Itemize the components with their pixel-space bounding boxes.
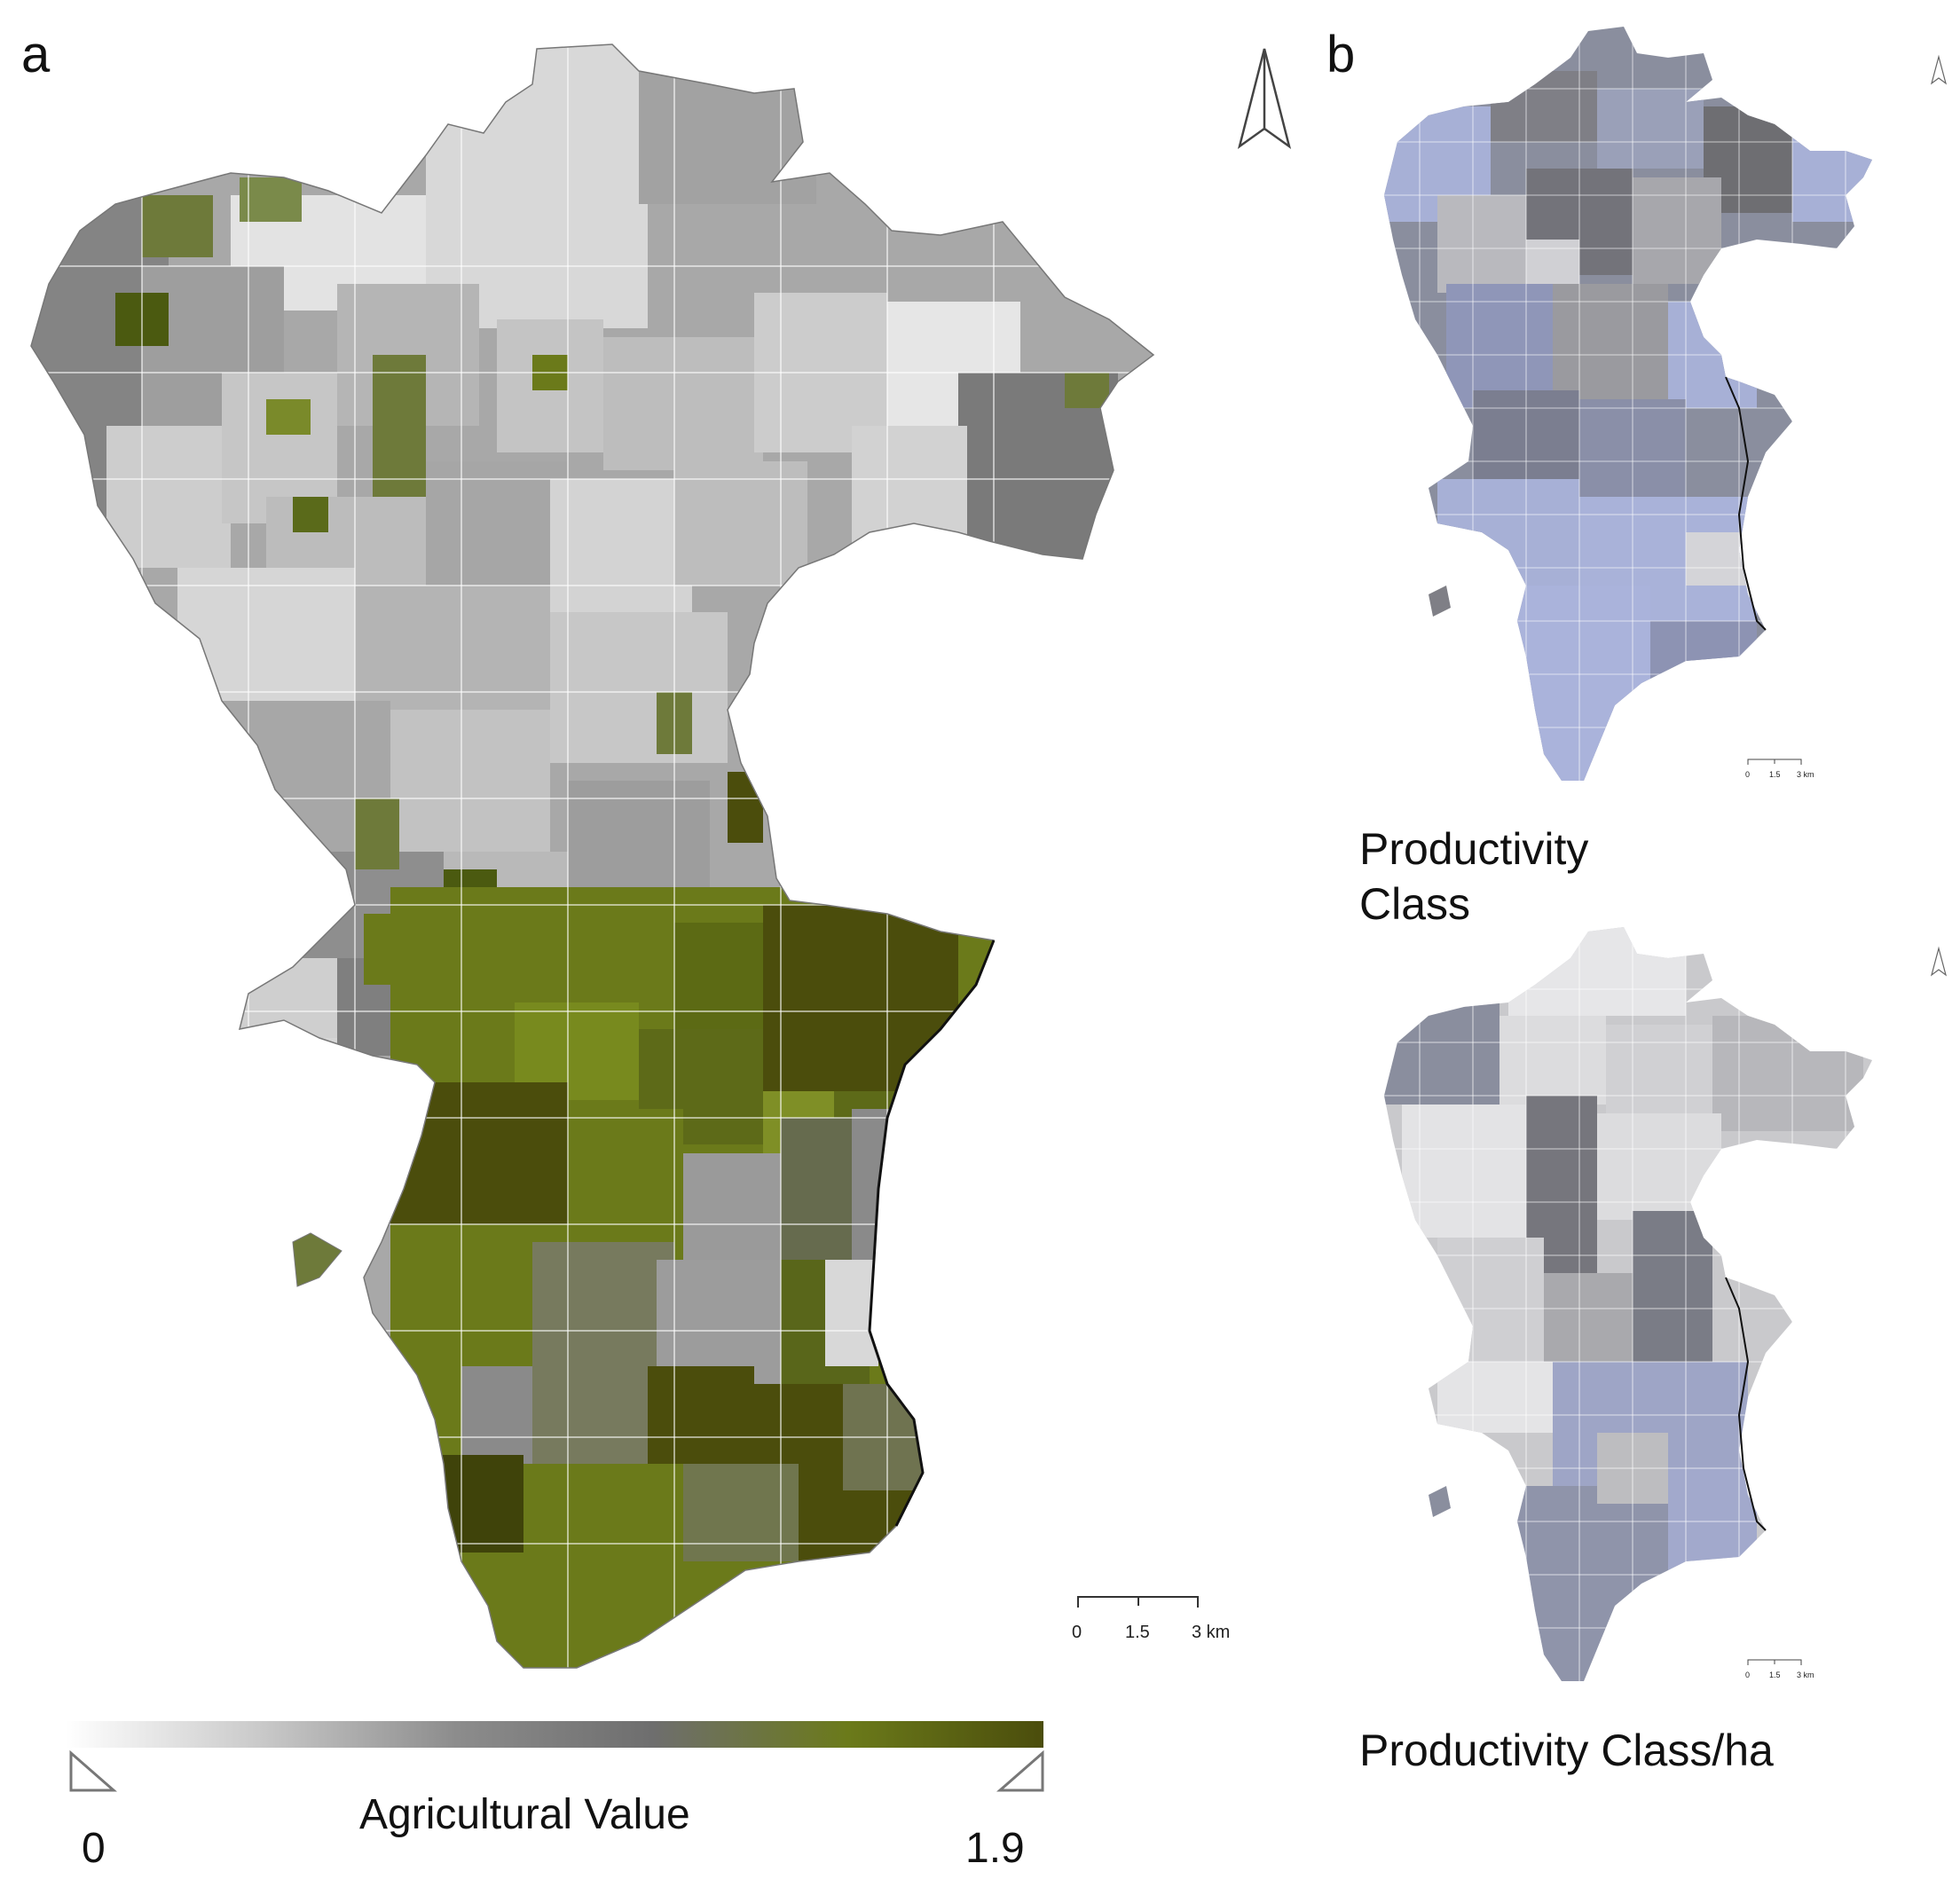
legend-title: Agricultural Value: [359, 1791, 690, 1838]
svg-text:1.5: 1.5: [1769, 770, 1781, 779]
caption-productivity-class: Productivity Class: [1359, 822, 1643, 932]
legend-min-triangle: [69, 1749, 117, 1792]
scale-tick-end: 3 km: [1192, 1623, 1230, 1642]
caption-line-1: Productivity: [1359, 824, 1589, 874]
north-arrow-icon: [1930, 946, 1948, 977]
scale-bar-b2: 0 1.5 3 km: [1745, 1659, 1814, 1679]
coastline: [868, 940, 996, 1527]
svg-text:0: 0: [1745, 1671, 1750, 1679]
legend-max-triangle: [996, 1749, 1044, 1792]
scale-bar-b1: 0 1.5 3 km: [1745, 759, 1814, 779]
svg-text:3 km: 3 km: [1797, 1671, 1814, 1679]
legend-min-label: 0: [82, 1825, 106, 1872]
caption-line-2: Class: [1359, 879, 1471, 929]
map-a-outline: [30, 43, 1155, 1669]
legend-triangles: [69, 1749, 1044, 1792]
legend-max-label: 1.9: [965, 1825, 1025, 1872]
panel-a-label: a: [21, 26, 51, 83]
north-arrow-icon: [1237, 48, 1292, 150]
productivity-class-per-ha-map: 0 1.5 3 km: [1384, 927, 1948, 1681]
svg-text:3 km: 3 km: [1797, 770, 1814, 779]
agricultural-value-map: 0 1.5 3 km: [30, 43, 1292, 1669]
island-polygon: [292, 1232, 342, 1287]
map-a-districts: [31, 44, 1153, 1668]
svg-text:1.5: 1.5: [1769, 1671, 1781, 1679]
scale-tick-mid: 1.5: [1125, 1623, 1150, 1642]
caption-productivity-class-per-ha: Productivity Class/ha: [1359, 1726, 1774, 1775]
legend-gradient-bar: [66, 1721, 1043, 1748]
panel-b-label: b: [1326, 26, 1356, 83]
productivity-class-map: 0 1.5 3 km: [1384, 27, 1948, 781]
svg-text:0: 0: [1745, 770, 1750, 779]
scale-tick-0: 0: [1072, 1623, 1082, 1642]
scale-bar-a: 0 1.5 3 km: [1072, 1596, 1230, 1642]
north-arrow-icon: [1930, 54, 1948, 85]
